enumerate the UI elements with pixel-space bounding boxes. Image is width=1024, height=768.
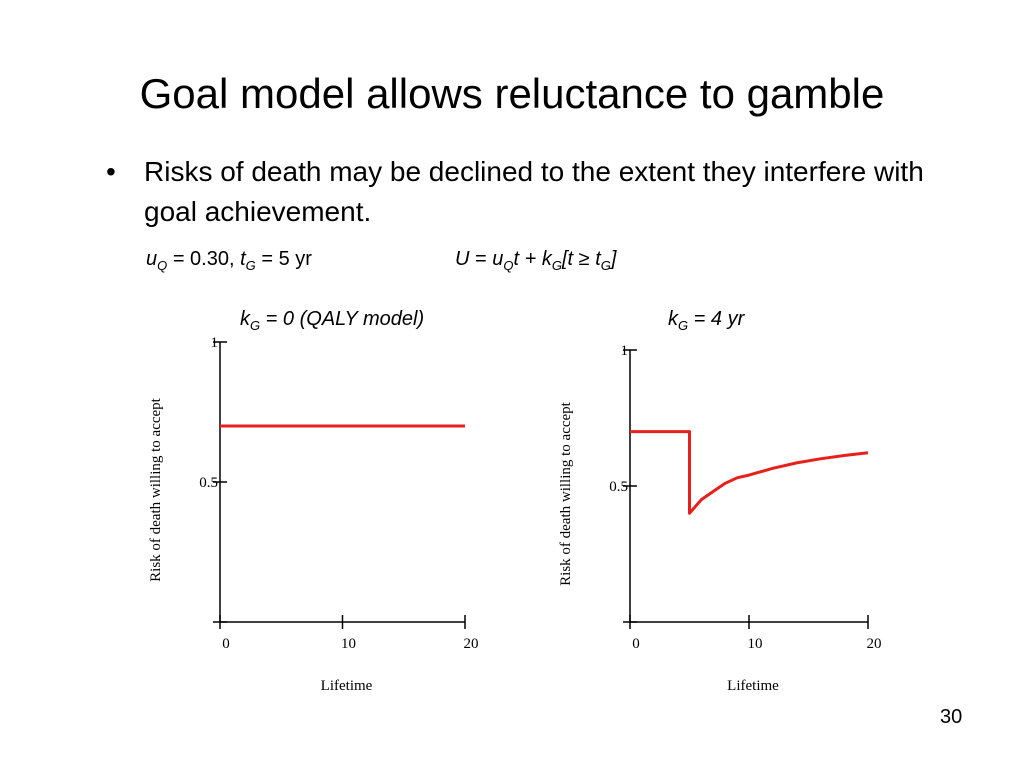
- right-chart-title-symbol: k: [668, 308, 678, 330]
- x-tick-label: 10: [748, 636, 763, 652]
- bullet-dot: •: [106, 156, 116, 187]
- formula-u-sub: Q: [503, 258, 514, 273]
- y-tick-label: 1: [621, 343, 629, 359]
- parameter-values: uQ = 0.30, tG = 5 yr: [146, 248, 312, 273]
- uq-symbol: u: [146, 248, 158, 270]
- x-tick-label: 20: [867, 636, 882, 652]
- y-tick-label: 1: [211, 335, 219, 351]
- formula-u: u: [492, 248, 504, 270]
- right-chart-title-rest: = 4 yr: [688, 308, 745, 330]
- x-tick-label: 0: [222, 636, 230, 652]
- x-tick-label: 0: [632, 636, 640, 652]
- formula-k-sub: G: [551, 258, 562, 273]
- utility-formula: U = uQt + kG[t ≥ tG]: [455, 248, 616, 273]
- tg-subscript: G: [245, 258, 256, 273]
- left-chart-title-symbol: k: [240, 308, 250, 330]
- uq-subscript: Q: [157, 258, 168, 273]
- right-chart-title: kG = 4 yr: [668, 308, 744, 333]
- formula-t-sub: G: [600, 258, 611, 273]
- formula-close: ]: [610, 248, 617, 270]
- y-axis-label: Risk of death willing to accept: [148, 397, 164, 582]
- y-axis-label: Risk of death willing to accept: [558, 401, 574, 586]
- tg-value: = 5 yr: [261, 248, 312, 270]
- x-axis-label: Lifetime: [727, 678, 779, 694]
- tg-symbol: t: [240, 248, 246, 270]
- right-chart-title-sub: G: [678, 318, 689, 333]
- x-axis-label: Lifetime: [321, 678, 373, 694]
- series-line: [630, 430, 869, 515]
- left-chart-title-rest: = 0 (QALY model): [260, 308, 425, 330]
- left-chart-title: kG = 0 (QALY model): [240, 308, 424, 333]
- page-number: 30: [940, 706, 963, 728]
- formula-eq: =: [469, 248, 493, 270]
- formula-bracket: [t ≥ t: [561, 248, 601, 270]
- formula-lhs: U: [455, 248, 470, 270]
- x-tick-label: 10: [341, 636, 356, 652]
- left-chart-title-sub: G: [250, 318, 261, 333]
- x-tick-label: 20: [464, 636, 479, 652]
- formula-t-plus-k: t + k: [513, 248, 552, 270]
- y-tick-label: 0.5: [199, 475, 218, 491]
- uq-value: = 0.30,: [172, 248, 235, 270]
- slide-title: Goal model allows reluctance to gamble: [139, 70, 885, 117]
- y-tick-label: 0.5: [609, 479, 628, 495]
- bullet-text: Risks of death may be declined to the ex…: [144, 156, 924, 227]
